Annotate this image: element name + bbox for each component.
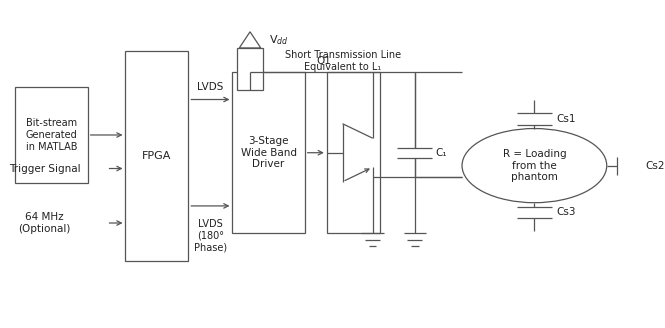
- Polygon shape: [239, 32, 261, 48]
- Text: 64 MHz
(Optional): 64 MHz (Optional): [19, 212, 71, 234]
- Circle shape: [462, 129, 606, 203]
- Text: Q1: Q1: [316, 56, 331, 66]
- Text: C₁: C₁: [435, 148, 447, 158]
- Bar: [327, 72, 380, 233]
- Text: LVDS: LVDS: [198, 82, 223, 92]
- Text: Cs2: Cs2: [645, 161, 664, 171]
- Text: Short Transmission Line
Equivalent to L₁: Short Transmission Line Equivalent to L₁: [285, 50, 401, 72]
- Bar: [126, 51, 188, 261]
- Text: 3-Stage
Wide Band
Driver: 3-Stage Wide Band Driver: [241, 136, 297, 169]
- Text: R = Loading
from the
phantom: R = Loading from the phantom: [503, 149, 566, 182]
- Bar: [237, 48, 263, 90]
- Bar: [15, 87, 88, 183]
- Text: Bit-stream
Generated
in MATLAB: Bit-stream Generated in MATLAB: [26, 118, 77, 152]
- Bar: [232, 72, 305, 233]
- Text: Trigger Signal: Trigger Signal: [9, 164, 80, 174]
- Text: V$_{dd}$: V$_{dd}$: [269, 33, 289, 47]
- Text: Cs1: Cs1: [557, 114, 576, 124]
- Text: FPGA: FPGA: [142, 151, 172, 161]
- Text: Cs3: Cs3: [557, 207, 576, 217]
- Text: LVDS
(180°
Phase): LVDS (180° Phase): [194, 219, 227, 252]
